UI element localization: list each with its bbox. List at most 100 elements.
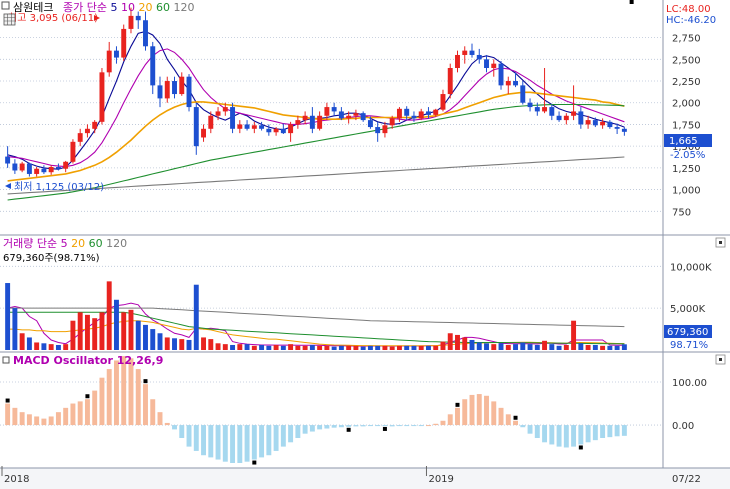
volume-current-change: 98.71% [670, 340, 708, 351]
oscillator-bar [520, 425, 526, 428]
candle-body [404, 108, 410, 116]
volume-bar [63, 344, 69, 350]
volume-bar [70, 320, 76, 350]
volume-panel-legend: 거래량 단순 5 20 60 120 [3, 237, 127, 250]
candle-body [193, 107, 199, 147]
candle-body [251, 125, 257, 129]
oscillator-panel-close-button[interactable] [715, 354, 726, 365]
volume-bar [411, 345, 417, 350]
candle-body [505, 81, 511, 86]
price-panel-table-icon[interactable] [3, 13, 16, 26]
volume-bar [92, 318, 98, 350]
oscillator-bar [324, 425, 330, 429]
candle-body [520, 85, 526, 103]
candle-body [447, 68, 453, 95]
volume-bar [48, 344, 54, 350]
volume-subtitle: 679,360주(98.71%) [3, 253, 100, 264]
volume-bar [563, 344, 569, 350]
candle-body [288, 124, 294, 134]
oscillator-bar [462, 399, 468, 426]
price-ma-120-line [7, 156, 625, 195]
candle-body [128, 15, 134, 29]
candle-body [338, 111, 344, 119]
oscillator-bar [382, 425, 388, 427]
oscillator-bar [476, 394, 482, 426]
price-low-annotation: 최저 1,125 (03/12) [14, 181, 104, 193]
oscillator-bar [549, 425, 555, 445]
volume-bar [12, 308, 18, 350]
oscillator-bar [331, 425, 337, 428]
oscillator-bar [338, 425, 344, 428]
price-panel-icon[interactable] [1, 1, 10, 10]
oscillator-bar [84, 399, 90, 426]
price-legend-item: 20 [135, 1, 153, 14]
volume-bar [556, 345, 562, 350]
volume-bar [317, 345, 323, 350]
volume-bar [280, 345, 286, 350]
oscillator-bar [433, 423, 439, 426]
x-axis-band [0, 468, 730, 489]
oscillator-bar [48, 416, 54, 426]
oscillator-axis-tick-label: 0.00 [672, 421, 694, 432]
volume-bar [571, 320, 577, 350]
oscillator-panel-icon[interactable] [2, 356, 10, 364]
volume-bar [157, 333, 163, 350]
price-axis-tick-label: 750 [672, 207, 691, 218]
grid-table-icon [4, 14, 15, 25]
oscillator-bar [367, 425, 373, 427]
oscillator-bar [186, 425, 192, 447]
volume-bar [26, 337, 32, 350]
oscillator-bar [106, 369, 112, 426]
lc-label: LC:48.00 [666, 4, 711, 15]
oscillator-bar [592, 425, 598, 441]
volume-bar [201, 337, 207, 350]
volume-bar [215, 343, 221, 350]
oscillator-bar [396, 425, 402, 427]
volume-bar [295, 345, 301, 350]
candle-body [549, 107, 555, 116]
oscillator-bar [259, 425, 265, 458]
oscillator-bar [201, 425, 207, 456]
candle-body [150, 46, 156, 86]
volume-bar [237, 344, 243, 350]
volume-bar [179, 339, 185, 350]
candle-body [534, 107, 540, 112]
volume-bar [331, 346, 337, 350]
oscillator-bar [77, 401, 83, 426]
candle-body [266, 128, 272, 133]
current-price-tag [664, 134, 712, 147]
volume-bar [230, 344, 236, 350]
candle-body [84, 128, 90, 134]
volume-bar [113, 299, 119, 350]
candle-body [157, 85, 163, 99]
price-legend-item: 5 [107, 1, 118, 14]
oscillator-signal-marker [85, 394, 90, 399]
candle-body [389, 118, 395, 126]
candle-body [578, 111, 584, 125]
grid-layer [0, 37, 663, 426]
volume-bar [288, 344, 294, 350]
volume-bar [527, 344, 533, 350]
volume-panel-close-button[interactable] [715, 237, 726, 248]
volume-bar [455, 334, 460, 350]
candle-body [186, 76, 192, 108]
candle-body [317, 115, 323, 129]
volume-legend-item: 120 [103, 237, 128, 250]
candle-body [382, 125, 388, 134]
oscillator-bar [295, 425, 301, 438]
label-layer: 750 1,000 1,250 1,500 1,750 2,000 2,250 2,500 2,… [4, 12, 712, 485]
price-panel-legend: 종가 단순 5 10 20 60 120 [63, 1, 194, 14]
volume-bar [193, 284, 199, 350]
high-arrow-icon [94, 15, 100, 21]
volume-bar [251, 345, 257, 350]
volume-current-tag [664, 325, 712, 338]
volume-bar [418, 345, 424, 350]
oscillator-bar [621, 425, 627, 436]
current-price-value: 1,665 [669, 136, 698, 147]
candle-body [244, 124, 250, 129]
volume-bar [135, 320, 141, 350]
oscillator-bar [113, 360, 119, 426]
candle-body [280, 128, 286, 134]
candle-body [375, 127, 381, 134]
volume-bar [360, 346, 366, 350]
